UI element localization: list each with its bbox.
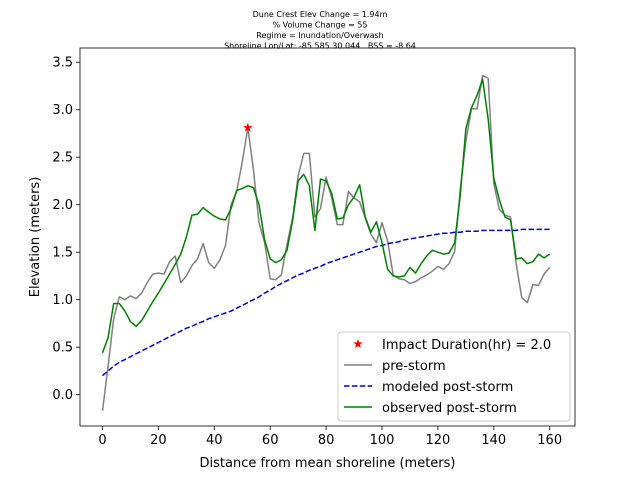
x-tick-label: 60: [262, 433, 279, 448]
y-tick-label: 2.0: [52, 198, 73, 213]
title-line: Dune Crest Elev Change = 1.94m: [253, 10, 388, 19]
x-tick-label: 120: [425, 433, 450, 448]
series-line: [102, 228, 550, 377]
y-tick-label: 1.0: [52, 293, 73, 308]
legend-label: modeled post-storm: [382, 380, 513, 395]
x-tick-label: 100: [370, 433, 395, 448]
y-tick-label: 2.5: [52, 151, 73, 166]
legend-label: observed post-storm: [382, 401, 517, 416]
legend-marker: [353, 339, 363, 349]
plot-frame: [79, 47, 576, 427]
legend-label: Impact Duration(hr) = 2.0: [382, 338, 551, 353]
y-tick-label: 0.0: [52, 388, 73, 403]
series-line: [101, 78, 551, 354]
y-tick-label: 0.5: [52, 341, 73, 356]
legend-box: [337, 331, 571, 422]
x-tick-label: 40: [206, 433, 223, 448]
y-axis-label: Elevation (meters): [28, 177, 43, 298]
legend-label: pre-storm: [382, 359, 446, 374]
x-tick-label: 80: [318, 433, 335, 448]
x-tick-label: 140: [481, 433, 506, 448]
y-tick-label: 3.5: [52, 56, 73, 71]
y-tick-label: 1.5: [52, 246, 73, 261]
x-tick-label: 0: [98, 433, 106, 448]
y-tick-label: 3.0: [52, 103, 73, 118]
title-line: Regime = Inundation/Overwash: [256, 31, 383, 40]
impact-marker: [243, 122, 253, 132]
title-line: % Volume Change = 55: [272, 21, 367, 30]
x-tick-label: 20: [150, 433, 167, 448]
title-line: Shoreline Lon/Lat: -85.585 30.044 BSS = …: [224, 42, 416, 51]
series-line: [101, 74, 551, 411]
x-axis-label: Distance from mean shoreline (meters): [200, 456, 456, 471]
x-tick-label: 160: [537, 433, 562, 448]
